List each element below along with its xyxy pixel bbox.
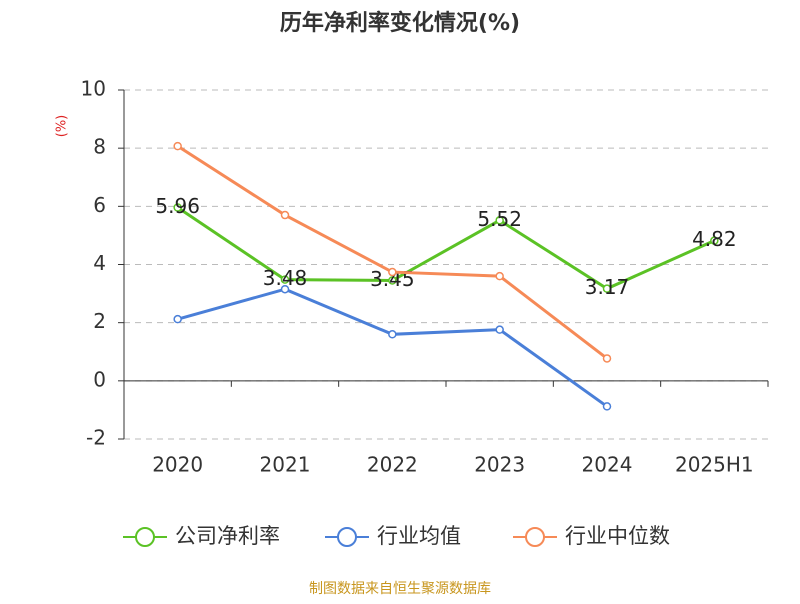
data-point xyxy=(173,141,182,151)
legend-label: 行业中位数 xyxy=(565,524,670,548)
data-label: 5.52 xyxy=(477,207,522,231)
legend-marker xyxy=(337,527,357,547)
x-tick-label: 2021 xyxy=(260,453,311,477)
y-tick-label: 4 xyxy=(93,251,106,275)
series-line xyxy=(176,206,715,291)
data-label: 4.82 xyxy=(692,227,737,251)
data-point xyxy=(710,236,719,245)
y-tick-label: 6 xyxy=(93,193,106,217)
data-point xyxy=(602,284,612,293)
series-line xyxy=(177,287,608,408)
x-tick-label: 2023 xyxy=(474,453,525,477)
data-point xyxy=(602,354,612,363)
data-point xyxy=(280,210,290,220)
y-tick-label: 0 xyxy=(93,367,106,391)
data-point xyxy=(388,276,397,285)
y-tick-label: 2 xyxy=(93,309,106,333)
data-point xyxy=(173,314,182,324)
data-point xyxy=(495,271,504,281)
data-point xyxy=(173,203,182,212)
data-point xyxy=(388,267,397,277)
data-label: 3.17 xyxy=(585,275,630,299)
x-tick-label: 2025H1 xyxy=(675,453,754,477)
legend-label: 公司净利率 xyxy=(175,524,280,548)
data-point xyxy=(280,275,290,284)
data-point xyxy=(280,284,290,294)
data-point xyxy=(388,330,397,339)
x-tick-label: 2022 xyxy=(367,453,418,477)
legend-marker xyxy=(525,527,545,547)
legend-marker xyxy=(135,527,155,547)
data-point xyxy=(602,402,612,411)
y-tick-label: 8 xyxy=(93,135,106,159)
y-tick-label: 10 xyxy=(81,77,106,101)
y-tick-label: -2 xyxy=(86,426,106,450)
chart-title: 历年净利率变化情况(%) xyxy=(280,10,520,36)
legend-label: 行业均值 xyxy=(377,524,461,548)
x-tick-label: 2020 xyxy=(152,453,203,477)
data-point xyxy=(495,216,504,225)
x-tick-label: 2024 xyxy=(582,453,633,477)
y-axis-label: (%) xyxy=(55,115,70,138)
data-label: 5.96 xyxy=(155,194,200,218)
data-point xyxy=(495,325,504,334)
source-note: 制图数据来自恒生聚源数据库 xyxy=(309,581,491,597)
